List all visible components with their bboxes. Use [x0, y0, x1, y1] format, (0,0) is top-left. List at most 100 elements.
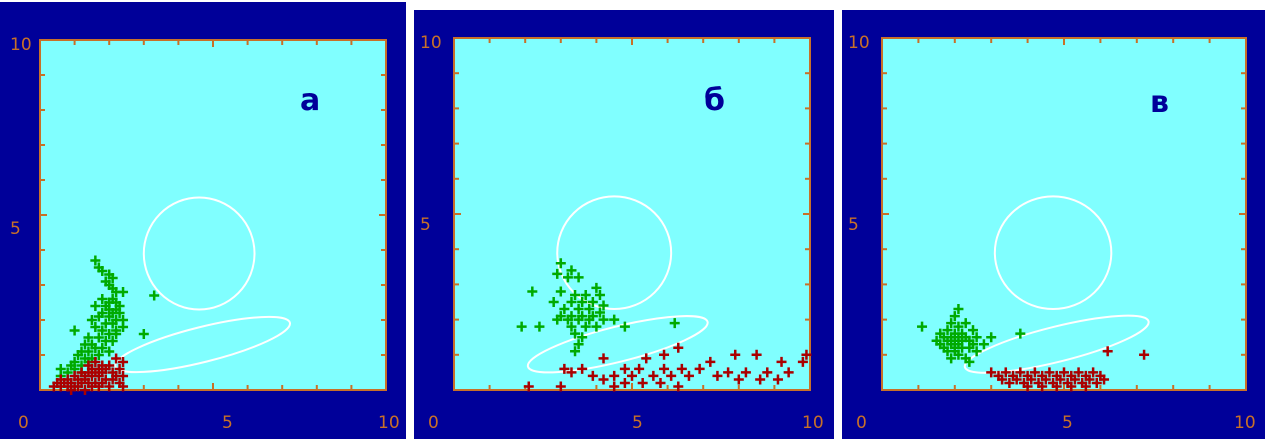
data-point-red [114, 364, 125, 374]
data-point-green [587, 297, 598, 307]
data-point-green [104, 311, 115, 322]
panel-label: б [704, 83, 725, 118]
data-point-green [669, 318, 680, 329]
data-point-green [90, 255, 101, 266]
data-point-red [634, 363, 645, 374]
data-point-green [953, 321, 964, 332]
data-point-red [1091, 377, 1102, 388]
data-point-green [594, 307, 605, 318]
panel-label: а [300, 83, 320, 118]
data-point-red [1044, 367, 1055, 378]
data-point-green [1015, 328, 1026, 339]
data-point-green [580, 321, 591, 332]
x-tick-label: 5 [1062, 413, 1073, 433]
data-point-red [555, 381, 566, 392]
chart-panel-a: 0 5 10 10 5 а [0, 2, 406, 439]
data-point-red [1069, 374, 1080, 385]
data-point-green [559, 304, 570, 315]
data-point-green [580, 289, 591, 300]
data-point-green [978, 339, 989, 350]
y-tick-label: 10 [10, 35, 32, 55]
data-point-red [673, 342, 684, 353]
data-point-green [552, 314, 563, 325]
data-point-green [83, 346, 94, 357]
data-point-green [73, 350, 84, 360]
data-point-green [86, 315, 97, 325]
data-point-green [986, 332, 997, 343]
data-point-green [83, 332, 94, 343]
data-point-red [1015, 367, 1026, 378]
data-point-red [783, 367, 794, 378]
data-point-green [573, 272, 584, 283]
data-point-red [673, 381, 684, 392]
data-point-green [573, 314, 584, 325]
y-tick-label: 10 [420, 33, 442, 53]
data-point-red [733, 374, 744, 385]
data-point-red [118, 381, 129, 392]
data-point-green [591, 282, 602, 293]
data-point-red [712, 370, 723, 381]
data-point-green [552, 268, 563, 279]
data-point-green [516, 321, 527, 332]
data-point-green [573, 339, 584, 350]
data-point-green [562, 314, 573, 325]
data-point-red [1040, 374, 1051, 385]
data-point-red [559, 363, 570, 374]
data-point-red [627, 370, 637, 381]
data-point-red [776, 356, 787, 367]
data-point-green [562, 272, 573, 283]
panel-label: в [1150, 85, 1169, 120]
data-point-green [598, 314, 609, 325]
data-point-green [149, 290, 160, 301]
chart-svg-c: 0 5 10 10 5 в [848, 33, 1256, 433]
data-point-green [570, 328, 581, 339]
data-point-green [609, 314, 620, 325]
chart-panel-c: 0 5 10 10 5 в [842, 10, 1265, 439]
data-point-red [705, 356, 716, 367]
data-point-green [942, 325, 953, 336]
data-point-red [1102, 346, 1113, 357]
data-point-green [90, 301, 101, 311]
data-point-red [73, 381, 84, 392]
x-tick-label: 0 [856, 413, 867, 433]
data-point-red [598, 374, 609, 385]
data-point-red [66, 385, 77, 395]
data-point-red [801, 349, 812, 360]
data-point-green [971, 332, 982, 343]
data-point-red [1088, 367, 1099, 378]
y-tick-label: 5 [848, 215, 859, 235]
data-point-red [598, 353, 609, 364]
data-point-green [93, 311, 104, 322]
data-point-red [683, 370, 694, 381]
data-point-red [107, 374, 118, 385]
ellipse-region-1 [993, 195, 1113, 311]
data-point-red [1026, 374, 1037, 385]
data-point-red [797, 356, 808, 367]
data-point-red [90, 357, 101, 367]
x-tick-label: 10 [378, 413, 400, 433]
data-point-green [584, 314, 595, 325]
chart-panel-b: 0 5 10 10 5 б [414, 10, 834, 439]
data-point-red [1080, 381, 1091, 392]
data-point-green [107, 318, 118, 329]
data-point-green [527, 286, 538, 297]
x-tick-label: 0 [18, 413, 29, 433]
data-point-red [1059, 367, 1069, 378]
data-point-green [111, 329, 122, 339]
ellipse-region-2 [114, 315, 292, 374]
data-point-red [730, 349, 741, 360]
data-point-green [566, 321, 577, 332]
data-point-red [676, 363, 687, 374]
chart-svg-b: 0 5 10 10 5 б [420, 33, 824, 433]
data-point-red [986, 367, 997, 378]
data-point-red [1051, 381, 1062, 392]
data-point-green [953, 349, 964, 360]
data-point-green [591, 321, 602, 332]
data-point-red [641, 353, 652, 364]
data-point-red [587, 370, 598, 381]
y-tick-label: 5 [10, 219, 21, 239]
y-tick-label: 10 [848, 33, 870, 53]
data-point-red [1055, 374, 1066, 385]
x-tick-label: 0 [428, 413, 439, 433]
data-point-green [577, 332, 588, 343]
